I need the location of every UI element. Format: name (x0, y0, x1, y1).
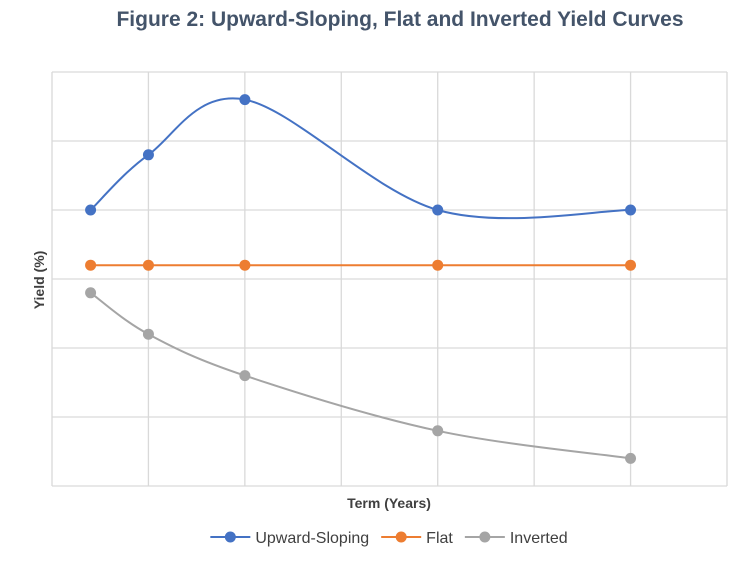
data-point-flat (85, 259, 97, 271)
series-line-upward-sloping (89, 97, 631, 220)
legend-key-marker-inverted (479, 531, 491, 543)
series-lines (85, 94, 637, 464)
legend-key-marker-flat (395, 531, 407, 543)
legend-label: Inverted (510, 530, 568, 547)
data-point-flat (239, 259, 251, 271)
data-point-flat (432, 259, 444, 271)
data-point-flat (625, 259, 637, 271)
legend-label: Upward-Sloping (255, 530, 369, 547)
data-point-upward-sloping (85, 204, 97, 216)
series-line-inverted (90, 291, 631, 460)
data-point-inverted (239, 370, 251, 382)
data-point-flat (142, 259, 154, 271)
data-point-inverted (85, 287, 97, 299)
chart-title: Figure 2: Upward-Sloping, Flat and Inver… (116, 8, 684, 31)
data-point-upward-sloping (432, 204, 444, 216)
data-point-inverted (625, 452, 637, 464)
data-point-inverted (142, 328, 154, 340)
y-axis-label: Yield (%) (31, 251, 47, 310)
data-point-inverted (432, 425, 444, 437)
legend-key-marker-upward-sloping (224, 531, 236, 543)
data-point-upward-sloping (625, 204, 637, 216)
legend: Upward-Sloping Flat Inverted (210, 530, 568, 547)
legend-label: Flat (426, 530, 453, 547)
grid (51, 71, 728, 487)
x-axis-label: Term (Years) (347, 495, 431, 511)
data-point-upward-sloping (142, 149, 154, 161)
data-point-upward-sloping (239, 94, 251, 106)
